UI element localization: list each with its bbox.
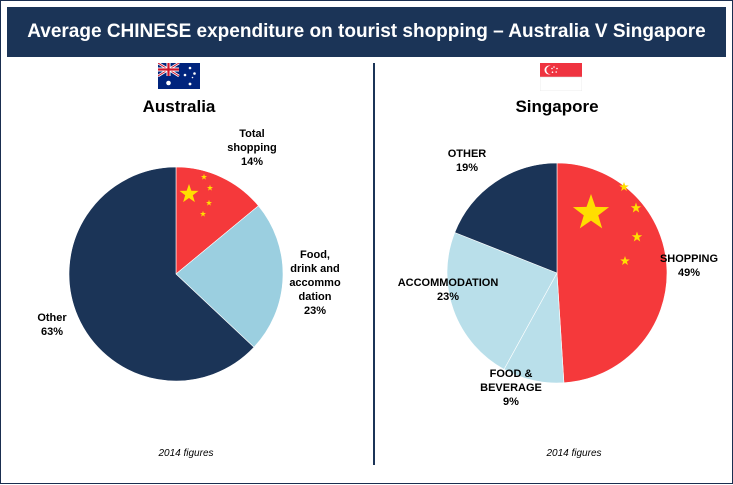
label-line: Food, — [300, 249, 330, 261]
label-value: 19% — [455, 162, 479, 174]
singapore-pie-slice-3 — [454, 162, 558, 274]
label-value: 14% — [240, 156, 264, 168]
label-line: SHOPPING — [659, 253, 719, 265]
label-value: 23% — [436, 291, 460, 303]
label-value: 23% — [303, 305, 327, 317]
title-bar: Average CHINESE expenditure on tourist s… — [7, 7, 726, 57]
label-line: ACCOMMODATION — [397, 277, 499, 289]
singapore-pie-star-icon-4 — [620, 256, 630, 266]
label-line: OTHER — [447, 148, 487, 160]
label-line: BEVERAGE — [480, 382, 542, 394]
label-line: Total — [239, 128, 265, 140]
page-title: Average CHINESE expenditure on tourist s… — [27, 21, 706, 42]
singapore-pie-star-icon-1 — [619, 182, 629, 192]
australia-pie-slice-0 — [175, 166, 259, 275]
australia-chart-title: Australia — [142, 97, 216, 116]
singapore-flag-icon — [540, 63, 582, 91]
australia-pie-star-icon-2 — [206, 184, 214, 191]
label-line: shopping — [227, 142, 277, 154]
panel-divider — [373, 63, 375, 465]
australia-pie-star-icon-4 — [199, 210, 207, 217]
australia-slice-label-food: Food, drink and accommo dation 23% — [285, 248, 345, 318]
singapore-slice-label-accommodation: ACCOMMODATION 23% — [393, 276, 503, 304]
australia-flag-icon — [158, 63, 200, 89]
australia-pie-star-icon-1 — [200, 173, 208, 180]
singapore-pie-slice-0 — [556, 162, 668, 384]
singapore-chart-title: Singapore — [515, 97, 599, 116]
singapore-slice-label-other: OTHER 19% — [442, 147, 492, 175]
australia-slice-label-other: Other 63% — [27, 311, 77, 339]
label-line: Other — [37, 312, 67, 324]
singapore-pie-slice-2 — [446, 232, 558, 370]
australia-figures-note: 2014 figures — [158, 448, 214, 459]
label-line: FOOD & — [489, 368, 533, 380]
label-value: 49% — [677, 267, 701, 279]
singapore-pie-star-icon-3 — [631, 231, 643, 242]
singapore-figures-note: 2014 figures — [546, 448, 602, 459]
label-line: drink and — [290, 263, 340, 275]
label-line: dation — [298, 291, 332, 303]
australia-pie-star-icon-0 — [179, 184, 199, 203]
australia-pie-slice-1 — [175, 205, 284, 348]
singapore-slice-label-shopping: SHOPPING 49% — [659, 252, 719, 280]
australia-pie-star-icon-3 — [205, 199, 213, 206]
singapore-pie-star-icon-2 — [630, 202, 642, 213]
australia-pie-slice-2 — [68, 166, 255, 382]
label-value: 9% — [503, 396, 519, 408]
australia-slice-label-shopping: Total shopping 14% — [222, 127, 282, 169]
label-line: accommo — [289, 277, 341, 289]
singapore-pie-star-icon-0 — [572, 194, 610, 229]
label-value: 63% — [40, 326, 64, 338]
singapore-slice-label-food: FOOD & BEVERAGE 9% — [466, 367, 556, 409]
